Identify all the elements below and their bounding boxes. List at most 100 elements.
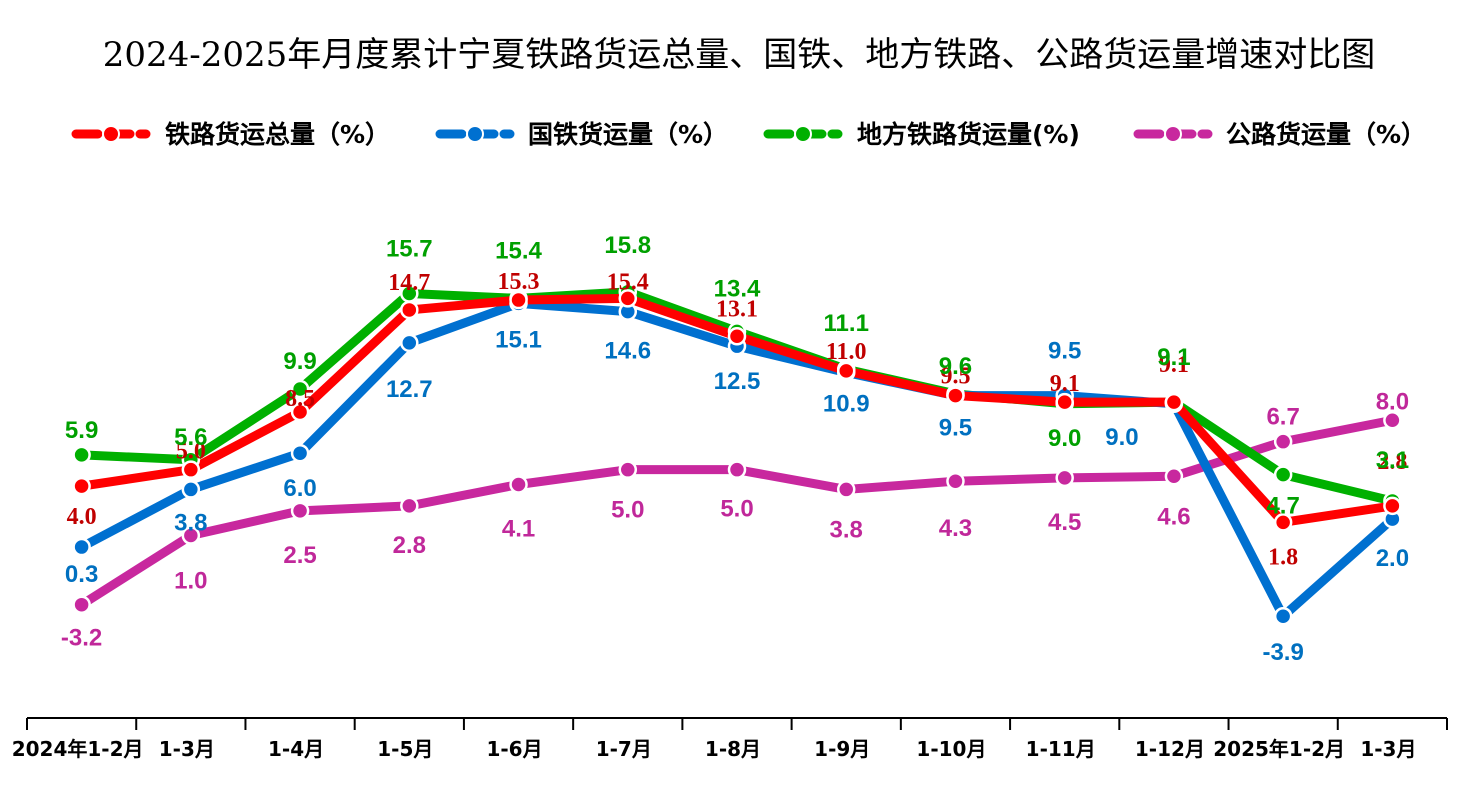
data-label: 14.6 [604,338,651,365]
data-label: 4.7 [1266,493,1299,520]
data-point [618,289,638,308]
data-label: 13.4 [714,275,761,302]
x-tick-label: 2025年1-2月 [1213,737,1345,761]
data-point [290,501,310,521]
data-label: 3.8 [830,516,863,543]
data-point [836,361,856,381]
data-label: 13.1 [716,296,758,322]
data-point [290,402,310,422]
legend-item-2: 地方铁路货运量(%) [763,120,1080,149]
x-tick-label: 1-4月 [268,737,324,761]
data-point [290,379,310,399]
legend-label: 公路货运量（%） [1226,120,1426,149]
data-label: 5.0 [176,439,206,465]
data-point [72,476,91,496]
data-label: 12.5 [714,368,761,395]
data-labels: 4.05.08.514.7 15.3 15.413.111.09.5 9.19.11.… [61,232,1409,666]
data-label: 5.6 [174,424,207,451]
x-tick-label: 1-11月 [1026,737,1096,761]
legend-label: 国铁货运量（%） [528,120,728,149]
data-point [618,460,638,479]
data-label: 4.5 [1048,509,1081,536]
data-label: -3.2 [61,625,102,652]
data-point [1383,411,1402,430]
data-label: 3.1 [1376,447,1409,474]
data-point [509,475,528,494]
data-point [1273,513,1293,532]
x-tick-label: 1-5月 [377,737,433,761]
data-label: 15.7 [386,235,433,262]
data-label: 9.1 [1050,371,1080,397]
legend-item-1: 国铁货运量（%） [435,120,728,149]
data-point [509,290,528,310]
data-point [400,333,419,353]
data-label: 2.8 [1377,449,1407,475]
series-points [72,282,1402,626]
data-label: 2.5 [283,542,316,569]
data-point [1273,606,1293,626]
data-label: 8.0 [1376,388,1409,415]
data-label: 4.1 [502,515,535,542]
data-point [836,480,856,499]
data-label: 15.4 [495,237,542,264]
data-label: 4.0 [67,504,97,530]
chart-title: 2024-2025年月度累计宁夏铁路货运总量、国铁、地方铁路、公路货运量增速对比… [103,35,1376,75]
data-label: 4.6 [1157,503,1190,530]
data-point [1164,392,1184,412]
data-label: 10.9 [823,391,870,418]
data-point [72,537,91,557]
data-point [400,496,419,516]
data-label: 15.3 [498,269,540,295]
data-label: 6.0 [283,475,316,502]
data-point [181,460,201,479]
data-point [946,471,965,491]
data-label: 1.0 [174,568,207,595]
data-label: 14.7 [388,270,430,296]
x-tick-label: 1-7月 [596,737,652,761]
data-point [1055,468,1074,488]
data-label: 9.9 [283,348,316,375]
legend-item-0: 铁路货运总量（%） [71,120,390,149]
x-tick-label: 1-6月 [486,737,542,761]
data-label: 15.8 [604,232,651,259]
data-label: 9.6 [939,353,972,380]
data-label: 9.0 [1048,425,1081,452]
legend-label: 地方铁路货运量(%) [857,120,1080,149]
data-label: 6.7 [1266,404,1299,431]
data-label: 15.1 [495,326,542,353]
legend-label: 铁路货运总量（%） [165,120,390,149]
data-label: 9.5 [940,364,970,390]
legend-item-3: 公路货运量（%） [1133,120,1426,149]
data-point [290,443,310,463]
data-point [1164,467,1184,486]
legend-swatch-marker [1164,125,1182,143]
data-label: 0.3 [65,561,98,588]
data-label: 9.5 [939,415,972,442]
x-tick-label: 1-3月 [159,737,215,761]
x-tick-label: 2024年1-2月 [12,737,144,761]
data-point [181,526,201,545]
data-label: 5.9 [65,417,98,444]
data-label: 4.3 [939,515,972,542]
data-label: 15.4 [607,269,649,295]
data-label: 5.0 [720,496,753,523]
legend-swatch-marker [102,125,120,143]
data-label: 9.0 [1105,424,1138,451]
data-point [946,386,965,405]
data-point [1055,392,1074,412]
data-point [181,480,201,499]
data-label: 3.8 [174,509,207,536]
data-label: -3.9 [1262,639,1303,666]
data-label: 11.0 [826,339,867,365]
data-point [400,300,419,320]
x-tick-label: 1-10月 [916,737,986,761]
data-point [727,327,747,346]
legend-swatch-marker [466,125,484,143]
data-point [1273,465,1293,484]
data-label: 2.8 [393,532,426,559]
x-tick-label: 1-8月 [705,737,761,761]
x-tick-label: 1-9月 [814,737,870,761]
x-tick-label: 1-12月 [1135,737,1205,761]
data-point [72,445,91,465]
